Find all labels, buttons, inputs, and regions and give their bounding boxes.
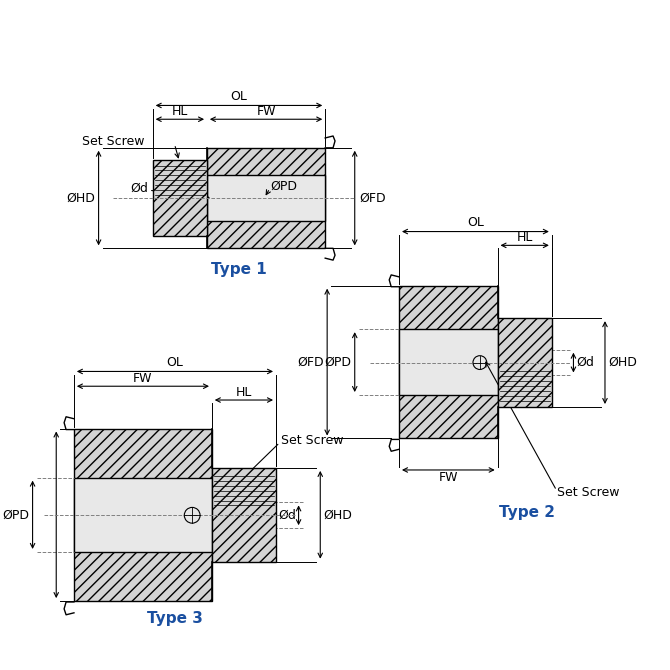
Text: FW: FW bbox=[257, 105, 276, 118]
Text: ØHD: ØHD bbox=[67, 192, 96, 204]
Text: FW: FW bbox=[439, 472, 458, 484]
Text: ØHD: ØHD bbox=[608, 356, 636, 369]
Bar bbox=[498, 318, 552, 407]
Text: Ød: Ød bbox=[279, 509, 297, 522]
Text: ØPD: ØPD bbox=[3, 509, 29, 521]
Bar bbox=[74, 429, 212, 601]
Text: OL: OL bbox=[167, 356, 184, 369]
Text: ØFD: ØFD bbox=[360, 192, 387, 204]
Bar bbox=[399, 285, 498, 438]
Bar bbox=[153, 159, 207, 237]
Text: HL: HL bbox=[236, 386, 252, 399]
Text: Ød: Ød bbox=[130, 182, 148, 195]
Text: Set Screw: Set Screw bbox=[557, 486, 619, 499]
Text: Type 3: Type 3 bbox=[147, 611, 203, 626]
Text: Type 2: Type 2 bbox=[499, 505, 555, 520]
Text: FW: FW bbox=[133, 372, 153, 385]
Bar bbox=[212, 468, 276, 561]
Text: HL: HL bbox=[172, 105, 188, 118]
Bar bbox=[399, 329, 498, 395]
Text: ØPD: ØPD bbox=[270, 180, 297, 193]
Text: ØPD: ØPD bbox=[325, 356, 352, 369]
Text: OL: OL bbox=[467, 216, 484, 229]
Text: Set Screw: Set Screw bbox=[82, 135, 145, 148]
Text: Set Screw: Set Screw bbox=[281, 434, 343, 447]
Bar bbox=[207, 148, 325, 249]
Bar bbox=[74, 478, 212, 552]
Text: ØHD: ØHD bbox=[323, 509, 352, 521]
Text: OL: OL bbox=[230, 90, 247, 103]
Text: Type 1: Type 1 bbox=[211, 263, 267, 277]
Text: ØFD: ØFD bbox=[297, 356, 324, 369]
Text: Ød: Ød bbox=[576, 356, 594, 369]
Text: HL: HL bbox=[517, 231, 533, 244]
Bar bbox=[207, 176, 325, 220]
